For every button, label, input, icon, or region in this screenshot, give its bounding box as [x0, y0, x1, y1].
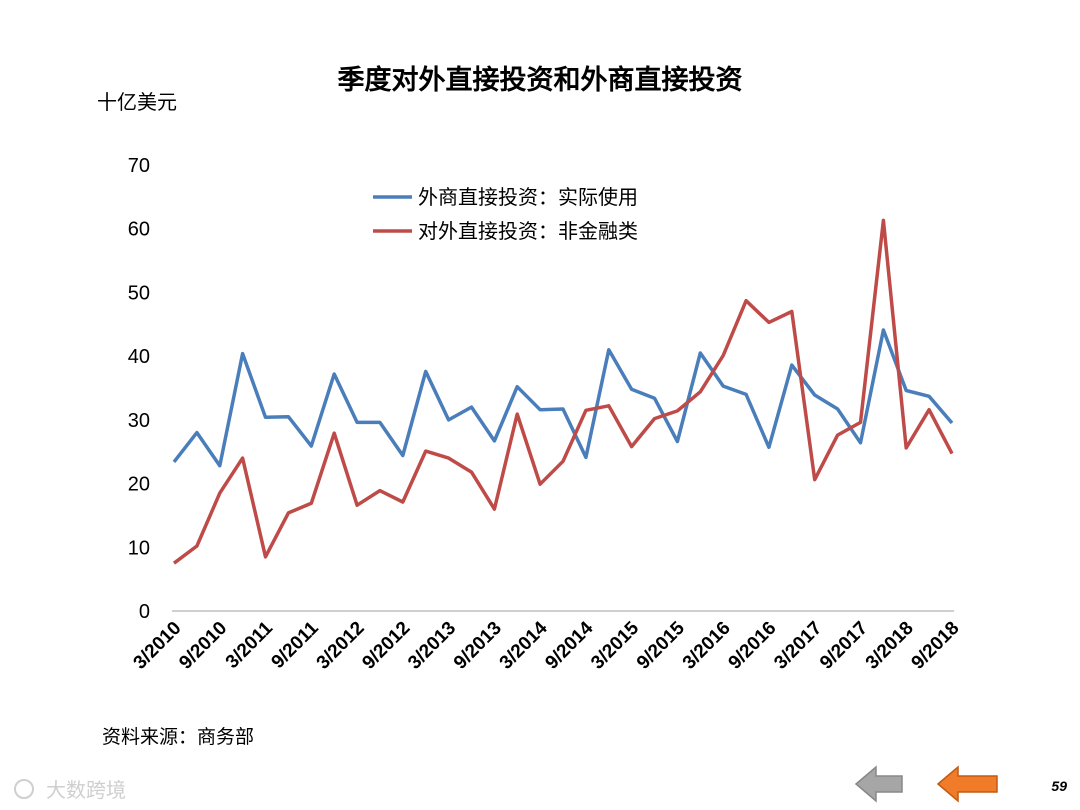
- series-line-odi: [172, 218, 954, 565]
- y-tick-label: 30: [128, 410, 150, 432]
- y-tick-label: 70: [128, 155, 150, 177]
- prev-slide-button[interactable]: [854, 765, 903, 803]
- page-number: 59: [1051, 778, 1067, 794]
- watermark: 大数跨境: [14, 778, 126, 802]
- arrow-left-gray-icon: [854, 765, 903, 803]
- x-tick-label: 9/2011: [268, 617, 324, 673]
- legend-label-fdi: 外商直接投资：实际使用: [418, 185, 638, 209]
- x-tick-label: 9/2012: [358, 618, 414, 674]
- source-note: 资料来源：商务部: [102, 726, 254, 748]
- x-tick-label: 3/2013: [404, 618, 460, 674]
- x-tick-label: 9/2015: [633, 617, 689, 673]
- series-line-fdi: [172, 328, 954, 468]
- arrow-left-orange-icon: [936, 765, 998, 803]
- x-tick-label: 3/2012: [313, 618, 369, 674]
- x-axis-ticks: 3/20109/20103/20119/20113/20129/20123/20…: [130, 617, 964, 673]
- y-tick-label: 10: [128, 537, 150, 559]
- x-tick-label: 9/2010: [175, 618, 231, 674]
- y-tick-label: 50: [128, 282, 150, 304]
- x-tick-label: 9/2018: [908, 618, 964, 674]
- x-tick-label: 3/2015: [587, 617, 643, 673]
- y-axis-ticks: 0 10 20 30 40 50 60 70: [128, 155, 150, 623]
- x-tick-label: 3/2010: [130, 618, 186, 674]
- back-slide-button[interactable]: [936, 765, 998, 803]
- y-tick-label: 0: [139, 601, 150, 623]
- x-tick-label: 3/2017: [770, 618, 826, 674]
- watermark-text: 大数跨境: [46, 778, 126, 802]
- x-tick-label: 3/2016: [679, 618, 735, 674]
- y-axis-unit: 十亿美元: [97, 90, 177, 114]
- x-tick-label: 3/2018: [862, 618, 918, 674]
- legend: 外商直接投资：实际使用 对外直接投资：非金融类: [373, 185, 638, 243]
- x-tick-label: 3/2014: [496, 617, 552, 673]
- y-tick-label: 40: [128, 346, 150, 368]
- series-lines: [172, 218, 954, 565]
- legend-label-odi: 对外直接投资：非金融类: [418, 219, 638, 243]
- x-tick-label: 3/2011: [222, 617, 278, 673]
- x-tick-label: 9/2017: [816, 618, 872, 674]
- y-tick-label: 20: [128, 474, 150, 496]
- y-tick-label: 60: [128, 219, 150, 241]
- chart-title: 季度对外直接投资和外商直接投资: [338, 64, 743, 96]
- x-tick-label: 9/2014: [541, 617, 597, 673]
- x-tick-label: 9/2013: [450, 618, 506, 674]
- x-tick-label: 9/2016: [725, 618, 781, 674]
- watermark-logo-icon: [14, 779, 34, 799]
